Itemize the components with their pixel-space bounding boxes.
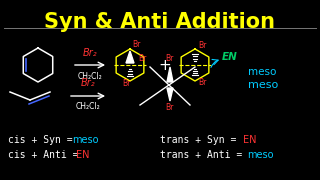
Text: EN: EN	[243, 135, 257, 145]
Text: Br: Br	[165, 54, 173, 63]
Text: +: +	[159, 57, 172, 73]
Text: EN: EN	[76, 150, 90, 160]
Text: EN: EN	[222, 52, 238, 62]
Polygon shape	[126, 51, 134, 63]
Text: Br: Br	[132, 40, 140, 49]
Text: meso: meso	[247, 150, 274, 160]
Text: CH₂Cl₂: CH₂Cl₂	[78, 72, 102, 81]
Text: Br: Br	[122, 79, 130, 88]
Text: Syn & Anti Addition: Syn & Anti Addition	[44, 12, 276, 32]
Polygon shape	[167, 88, 173, 101]
Text: trans + Syn =: trans + Syn =	[160, 135, 242, 145]
Text: Br: Br	[138, 54, 146, 63]
Text: Br: Br	[165, 103, 173, 112]
Text: Br₂: Br₂	[81, 78, 95, 88]
Polygon shape	[167, 67, 173, 82]
Text: CH₂Cl₂: CH₂Cl₂	[76, 102, 100, 111]
Text: trans + Anti =: trans + Anti =	[160, 150, 248, 160]
Text: meso: meso	[248, 67, 276, 77]
Text: meso: meso	[248, 80, 278, 90]
Text: meso: meso	[72, 135, 99, 145]
Text: cis + Anti =: cis + Anti =	[8, 150, 84, 160]
Text: cis + Syn =: cis + Syn =	[8, 135, 78, 145]
Text: Br₂: Br₂	[83, 48, 97, 58]
Text: Br: Br	[198, 41, 206, 50]
Text: Br: Br	[198, 78, 206, 87]
